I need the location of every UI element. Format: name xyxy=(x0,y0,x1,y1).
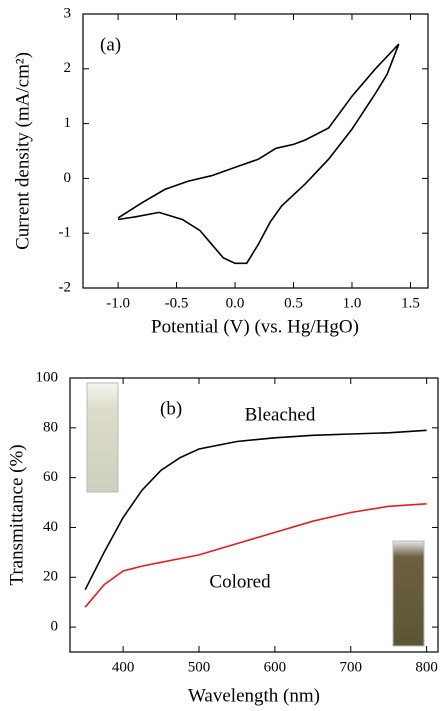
y-tick-label: -1 xyxy=(59,225,72,241)
plot-frame xyxy=(82,13,429,289)
x-tick-label: 400 xyxy=(112,659,135,675)
series-label: Colored xyxy=(209,571,271,592)
y-tick-label: 100 xyxy=(36,369,59,385)
x-tick-label: 800 xyxy=(415,659,438,675)
panel-label: (a) xyxy=(100,34,121,55)
x-axis-label: Wavelength (nm) xyxy=(188,685,320,706)
x-tick-label: 1.5 xyxy=(401,295,420,311)
y-tick-label: 40 xyxy=(43,519,58,535)
y-tick-label: 80 xyxy=(43,419,58,435)
x-tick-label: -1.0 xyxy=(106,295,130,311)
y-axis-label: Current density (mA/cm²) xyxy=(12,52,33,250)
y-tick-label: 60 xyxy=(43,469,58,485)
y-tick-label: 0 xyxy=(51,619,59,635)
x-tick-label: 1.0 xyxy=(343,295,362,311)
y-tick-label: 3 xyxy=(64,5,72,21)
x-tick-label: 600 xyxy=(264,659,287,675)
x-tick-label: -0.5 xyxy=(165,295,189,311)
y-tick-label: 1 xyxy=(64,115,72,131)
data-line xyxy=(84,429,427,591)
y-tick-label: 2 xyxy=(64,60,72,76)
panel-label: (b) xyxy=(160,398,182,419)
data-line xyxy=(84,503,427,608)
data-line xyxy=(117,43,400,265)
plot-frame xyxy=(69,377,439,653)
x-tick-label: 0.0 xyxy=(226,295,245,311)
y-tick-label: 0 xyxy=(64,170,72,186)
colored-photo xyxy=(392,540,425,647)
y-tick-label: 20 xyxy=(43,569,58,585)
x-tick-label: 700 xyxy=(339,659,362,675)
y-tick-label: -2 xyxy=(59,279,72,295)
y-axis-label: Transmittance (%) xyxy=(6,444,27,585)
series-label: Bleached xyxy=(245,404,316,425)
x-tick-label: 500 xyxy=(188,659,211,675)
x-axis-label: Potential (V) (vs. Hg/HgO) xyxy=(151,316,359,337)
bleached-photo xyxy=(86,382,119,493)
x-tick-label: 0.5 xyxy=(284,295,303,311)
